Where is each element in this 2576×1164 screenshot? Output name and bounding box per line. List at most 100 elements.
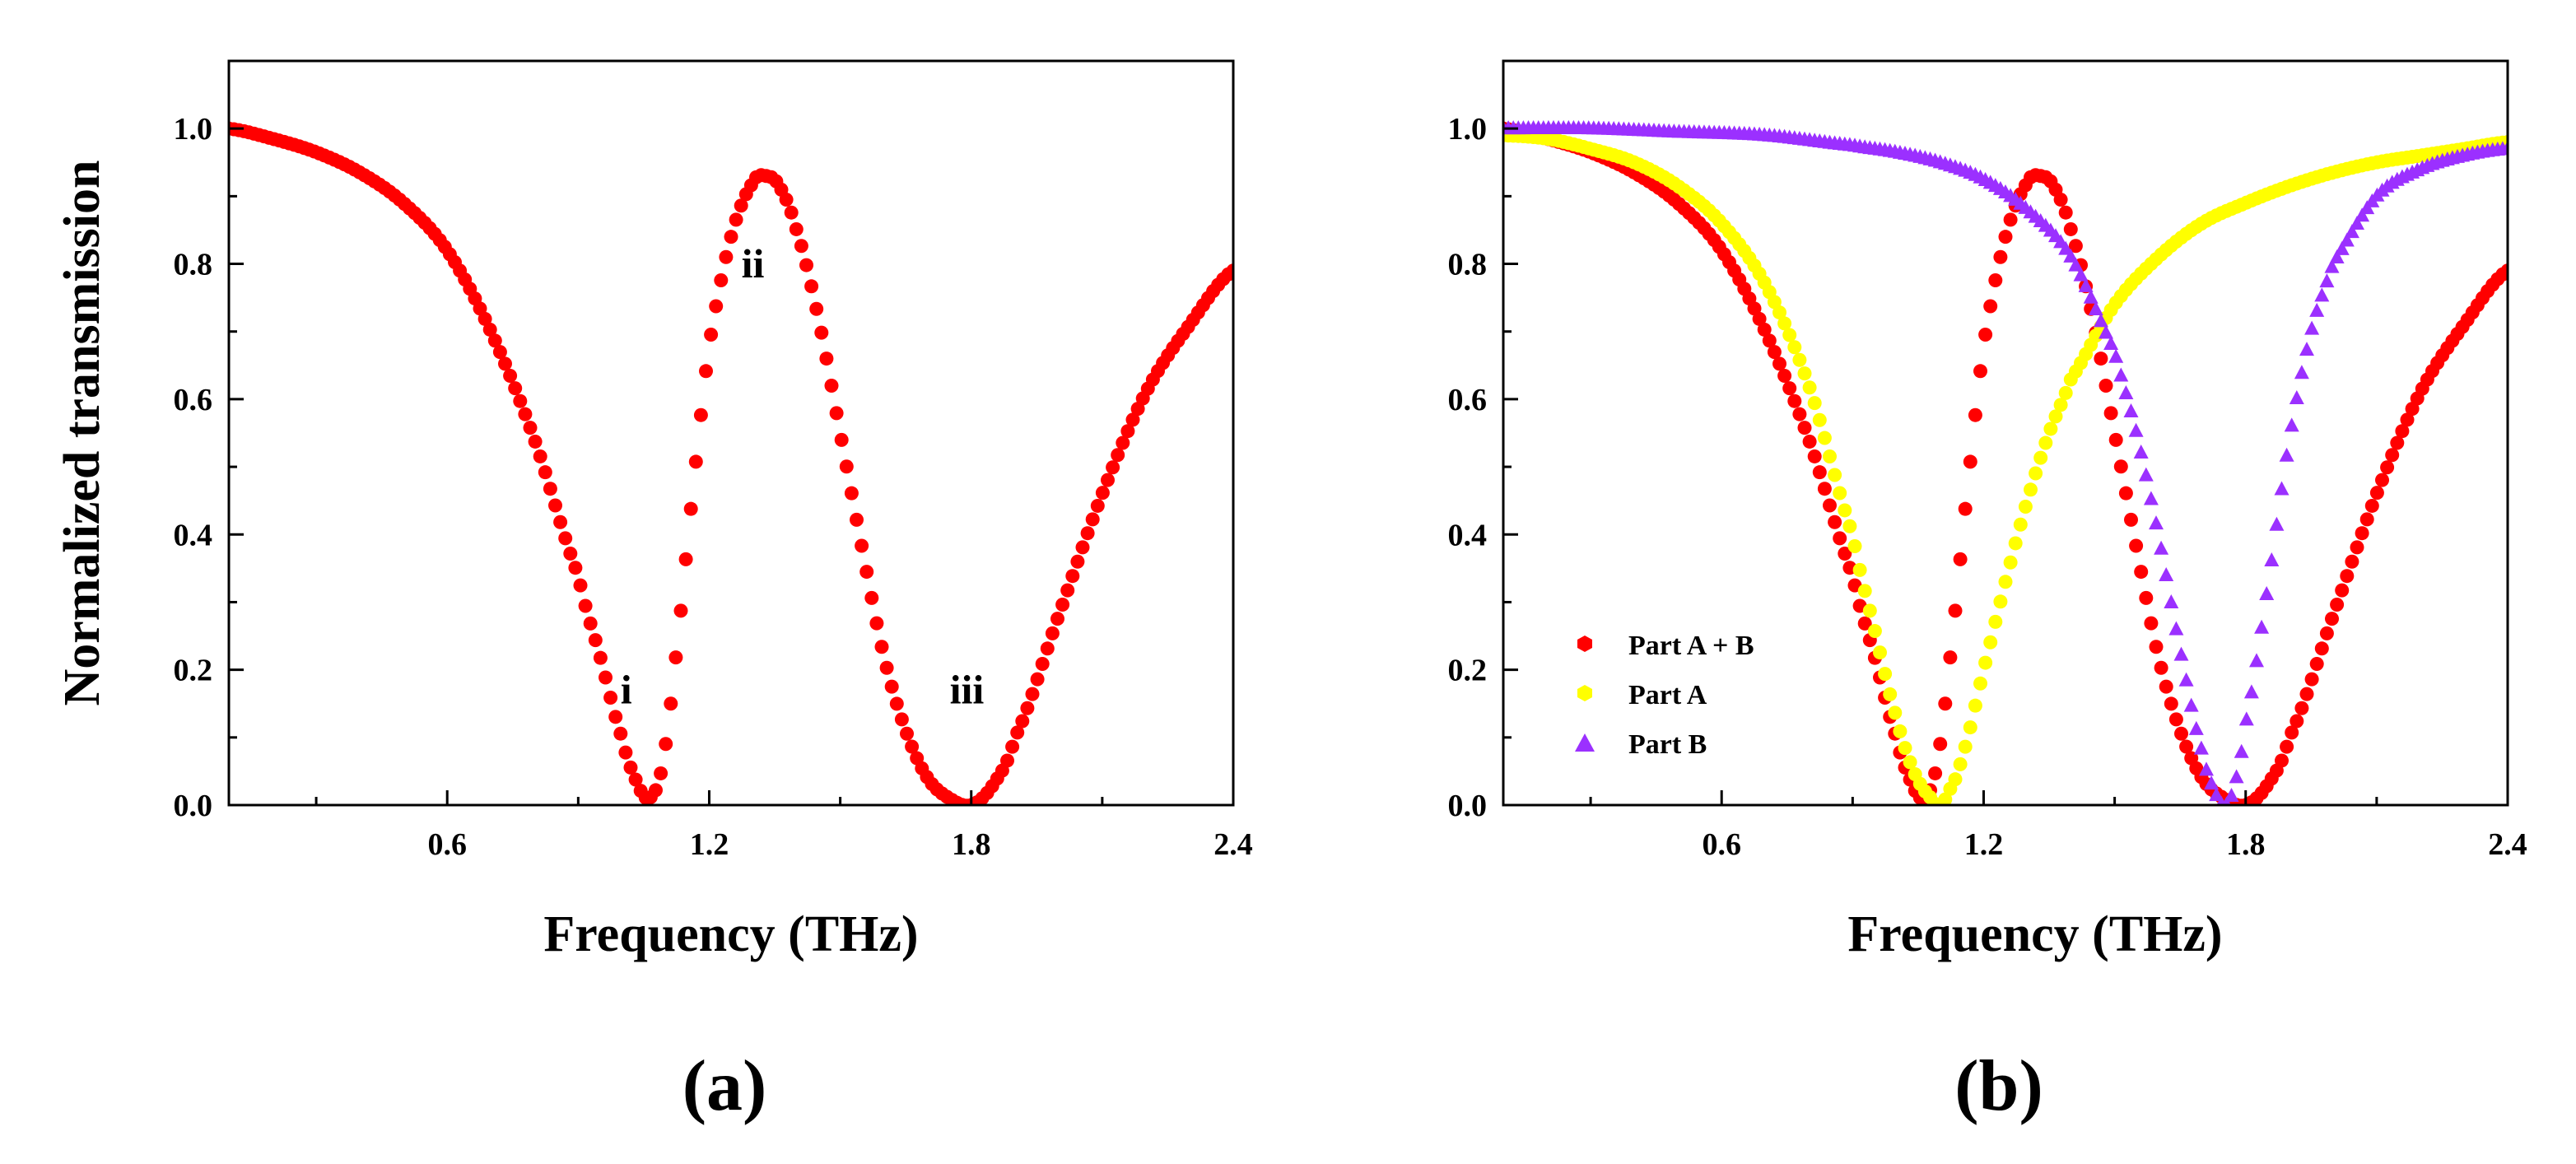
panel-b-part-a-marker (2024, 482, 2038, 497)
panel-a-part-a-b-marker (809, 301, 824, 316)
panel-b: 0.6 1.2 1.8 2.4 0.0 0.2 0.4 0.6 0.8 1.0 Part A + … (1448, 59, 2527, 1126)
panel-b-part-b-marker (2339, 232, 2355, 247)
panel-a-part-a-b-marker (688, 454, 703, 469)
panel-a-part-a-b-marker (563, 547, 578, 561)
panel-b-part-a-b-marker (2118, 486, 2133, 501)
panel-a-part-a-b-marker (678, 552, 693, 566)
panel-a-part-a-b-marker (654, 766, 668, 780)
panel-a-part-a-b-marker (492, 345, 507, 360)
panel-a-part-a-b-marker (724, 230, 738, 244)
panel-a-part-a-b-marker (1095, 486, 1110, 501)
panel-a-part-a-b-marker (1125, 412, 1140, 427)
panel-a-part-a-b-marker (734, 198, 748, 213)
panel-b-part-a-b-marker (1857, 616, 1872, 631)
panel-b-part-a-b-marker (1978, 328, 1993, 342)
panel-b-part-a-b-marker (2290, 714, 2304, 729)
panel-b-part-b-marker (2229, 769, 2244, 784)
panel-b-part-a-b-marker (2390, 435, 2405, 450)
panel-b-part-a-marker (2033, 450, 2048, 465)
panel-b-part-a-b-marker (2335, 583, 2350, 598)
panel-a-plot-frame (227, 59, 1235, 807)
panel-b-part-a-marker (1857, 584, 1872, 598)
panel-b-part-a-b-marker (2359, 512, 2374, 527)
panel-b-part-b-marker (2118, 385, 2134, 400)
panel-a-part-a-b-marker (729, 212, 743, 227)
panel-b-part-b-marker (2324, 258, 2340, 273)
panel-b-part-a-b-marker (2350, 540, 2364, 555)
panel-b-part-a-marker (1898, 741, 1912, 756)
panel-a-part-a-b-marker (518, 407, 533, 421)
panel-b-part-a-b-marker (2134, 565, 2149, 580)
legend-item-part-a-b: Part A + B (1577, 631, 1754, 661)
panel-b-part-a-marker (1812, 412, 1827, 427)
panel-a-part-a-b-marker (839, 459, 854, 474)
panel-b-part-a-b-marker (2113, 459, 2128, 474)
panel-a-part-a-b-marker (789, 221, 804, 236)
legend-item-part-b: Part B (1575, 729, 1707, 760)
panel-b-part-b-marker (2083, 289, 2099, 304)
panel-a-part-a-b-marker (673, 603, 688, 618)
panel-a-part-a-b-marker (1025, 687, 1040, 701)
panel-a-part-a-b-marker (855, 538, 869, 553)
panel-b-x-tick-label: 0.6 (1702, 827, 1741, 862)
panel-b-part-a-b-marker (1983, 299, 1998, 314)
panel-b-part-b-marker (2164, 594, 2179, 609)
panel-b-part-a-b-marker (1817, 482, 1832, 496)
panel-b-part-a-marker (1873, 645, 1887, 660)
panel-b-part-a-marker (1963, 720, 1977, 735)
panel-b-part-a-b-marker (2375, 473, 2389, 487)
panel-a-y-tick-label: 0.8 (174, 248, 213, 282)
panel-b-part-a-b-marker (1958, 501, 1973, 516)
panel-b-part-a-b-marker (2174, 726, 2188, 741)
panel-a-series-layer (229, 121, 1233, 805)
panel-b-part-b-marker (2128, 422, 2144, 437)
panel-b-part-b-marker (2355, 207, 2370, 222)
panel-b-part-a-b-marker (1933, 737, 1948, 752)
panel-a-part-a-b-marker (699, 364, 713, 379)
panel-a-part-a-b-marker (1005, 739, 1020, 754)
panel-b-part-a-b-marker (1963, 454, 1977, 469)
panel-b-part-a-b-marker (2164, 696, 2178, 711)
panel-b-y-tick-label: 1.0 (1448, 112, 1488, 147)
panel-a-part-a-b-marker (1090, 498, 1105, 513)
panel-b-part-a-b-marker (2325, 612, 2339, 626)
panel-a-part-a-b-marker (1130, 402, 1145, 417)
panel-b-part-b-marker (2149, 515, 2164, 530)
panel-b-part-a-b-marker (1807, 449, 1822, 463)
panel-a-part-a-b-marker (599, 670, 613, 685)
panel-b-label: (b) (1954, 1046, 2043, 1126)
panel-b-part-a-marker (1998, 575, 2013, 589)
panel-b-part-a-marker (2038, 435, 2053, 450)
panel-b-part-a-marker (1953, 757, 1968, 771)
panel-a-part-a-b-marker (683, 501, 698, 516)
panel-b-part-b-marker (2068, 257, 2084, 272)
panel-a-part-a-b-marker (1010, 725, 1025, 740)
panel-b-part-a-b-marker (1948, 603, 1963, 618)
panel-a-part-a-b-marker (473, 301, 487, 316)
panel-a-part-a-b-marker (693, 407, 708, 422)
panel-a-x-axis-title: Frequency (THz) (543, 906, 918, 962)
panel-b-part-a-b-marker (1973, 364, 1987, 379)
panel-b-part-b-marker (2284, 417, 2299, 432)
panel-b-part-a-b-marker (2124, 512, 2138, 527)
panel-b-part-a-marker (1787, 340, 1802, 355)
panel-b-part-a-marker (1802, 380, 1817, 395)
panel-b-part-a-marker (1878, 667, 1893, 682)
panel-a-part-a-b-marker (553, 514, 568, 529)
panel-b-part-a-marker (1958, 739, 1973, 754)
panel-a-y-tick-label: 0.4 (174, 518, 213, 552)
panel-b-part-b-marker (2344, 224, 2359, 239)
panel-b-part-a-b-marker (2345, 554, 2359, 569)
panel-b-part-a-b-marker (2369, 486, 2384, 501)
panel-b-part-a-b-marker (2330, 597, 2345, 612)
panel-a-part-a-b-marker (482, 322, 497, 337)
panel-b-part-a-b-marker (1993, 249, 2008, 264)
panel-a-part-a-b-marker (1035, 657, 1050, 672)
panel-a-part-a-b-marker (1045, 626, 1060, 640)
panel-a-part-a-b-marker (593, 650, 608, 665)
panel-b-part-b-marker (2113, 367, 2129, 382)
panel-b-part-a-b-marker (2154, 660, 2168, 675)
panel-a-x-tick-label: 1.2 (690, 827, 729, 862)
panel-b-part-b-marker (2178, 672, 2194, 687)
panel-b-part-a-b-marker (2385, 448, 2400, 463)
